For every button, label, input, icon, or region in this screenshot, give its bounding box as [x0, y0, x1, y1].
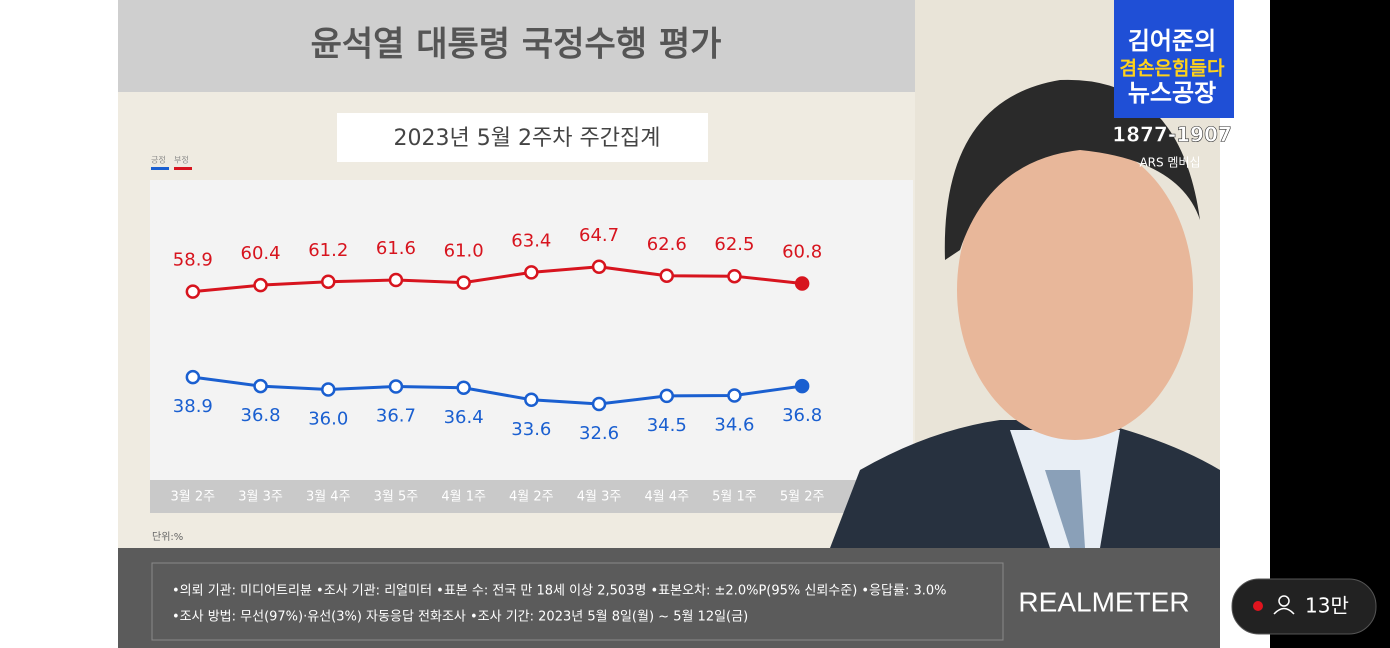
- data-point: [524, 265, 539, 280]
- data-point: [456, 275, 471, 290]
- viewer-icon: [1273, 607, 1295, 615]
- data-label: 36.0: [308, 408, 348, 429]
- live-dot: [1253, 601, 1263, 611]
- face: [957, 140, 1193, 440]
- data-point: [185, 369, 201, 385]
- legend-label: 부정: [174, 155, 189, 165]
- suit: [830, 420, 1220, 548]
- title-band: [118, 0, 915, 92]
- channel-name: 뉴스공장: [1128, 79, 1216, 107]
- x-tick-label: 4월 4주: [644, 490, 689, 505]
- channel-name: 김어준의: [1128, 27, 1216, 55]
- data-label: 32.6: [579, 423, 619, 444]
- viewer-icon: [1278, 595, 1290, 607]
- data-point: [794, 276, 810, 291]
- data-label: 62.6: [647, 234, 687, 255]
- x-tick-label: 4월 3주: [577, 490, 622, 505]
- data-point: [659, 268, 674, 284]
- data-point: [388, 272, 404, 288]
- data-label: 36.4: [444, 407, 484, 428]
- data-point: [591, 396, 607, 412]
- data-label: 61.6: [376, 238, 416, 259]
- data-point: [321, 382, 336, 397]
- data-point: [591, 259, 607, 275]
- channel-phone: 1877-1907: [1112, 123, 1232, 147]
- unit-note: 단위:%: [152, 530, 183, 543]
- data-point: [794, 378, 810, 394]
- data-point: [524, 392, 539, 408]
- tie: [1045, 470, 1085, 548]
- data-label: 61.2: [308, 240, 348, 261]
- portrait: [830, 79, 1220, 548]
- legend-label: 긍정: [151, 155, 166, 165]
- data-label: 33.6: [511, 419, 551, 440]
- channel-logo: [1114, 0, 1234, 118]
- legend-swatch: [151, 167, 169, 170]
- x-tick-label: 4월 1주: [441, 490, 486, 505]
- data-point: [253, 378, 268, 394]
- data-label: 63.4: [511, 230, 551, 251]
- x-tick-label: 3월 4주: [306, 490, 351, 505]
- data-label: 36.8: [241, 405, 281, 426]
- data-label: 58.9: [173, 250, 213, 271]
- series-line: [192, 375, 803, 406]
- data-label: 60.4: [241, 243, 281, 264]
- channel-name: 겸손은힘들다: [1120, 58, 1225, 80]
- viewer-badge[interactable]: [1231, 578, 1377, 635]
- data-label: 62.5: [714, 234, 754, 255]
- data-label: 60.8: [782, 241, 822, 262]
- chart-title: 윤석열 대통령 국정수행 평가: [311, 25, 722, 65]
- data-label: 38.9: [173, 396, 213, 417]
- data-point: [727, 268, 742, 284]
- x-tick-label: 3월 5주: [374, 490, 419, 505]
- chart-subtitle: 2023년 5월 2주차 주간집계: [394, 126, 661, 151]
- data-point: [659, 388, 674, 404]
- data-point: [185, 284, 201, 299]
- data-point: [321, 274, 336, 290]
- footer-band: [118, 548, 1220, 648]
- footer-line: •조사 방법: 무선(97%)·유선(3%) 자동응답 전화조사 •조사 기간:…: [172, 610, 748, 625]
- data-label: 64.7: [579, 225, 619, 246]
- channel-membership: ARS 멤버십: [1139, 156, 1200, 170]
- data-point: [456, 380, 471, 396]
- plot-panel: [150, 180, 913, 513]
- data-point: [388, 379, 404, 394]
- x-tick-label: 3월 3주: [238, 490, 283, 505]
- data-label: 36.7: [376, 406, 416, 427]
- right-bar: [1270, 0, 1390, 648]
- category-band: [150, 480, 913, 513]
- data-label: 36.8: [782, 405, 822, 426]
- data-label: 34.6: [714, 414, 754, 435]
- x-tick-label: 5월 2주: [780, 490, 825, 505]
- data-point: [727, 388, 742, 403]
- footer-box: [151, 562, 1004, 641]
- viewer-count: 13만: [1305, 594, 1349, 618]
- x-tick-label: 5월 1주: [712, 490, 757, 505]
- data-label: 34.5: [647, 415, 687, 436]
- legend-swatch: [174, 167, 192, 170]
- data-point: [253, 277, 268, 293]
- brand: REALMETER: [1018, 586, 1189, 617]
- hair: [944, 79, 1200, 260]
- footer-line: •의뢰 기관: 미디어트리뷴 •조사 기관: 리얼미터 •표본 수: 전국 만 …: [172, 584, 947, 599]
- x-tick-label: 3월 2주: [171, 490, 216, 505]
- series-line: [192, 265, 803, 294]
- x-tick-label: 4월 2주: [509, 490, 554, 505]
- data-label: 61.0: [444, 241, 484, 262]
- subtitle-box: [337, 113, 708, 162]
